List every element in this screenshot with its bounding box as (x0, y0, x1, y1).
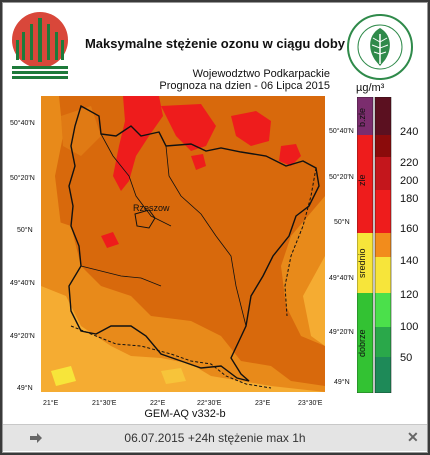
lat-label: 50°40'N (329, 128, 354, 135)
ozone-map (41, 96, 325, 392)
lat-label: 50°N (17, 227, 33, 234)
model-label: GEM-AQ v332-b (144, 408, 226, 420)
lon-label: 22°E (150, 400, 166, 407)
legend-tick: 50 (400, 352, 413, 364)
forecast-date: Prognoza na dzien - 06 Lipca 2015 (159, 80, 330, 92)
lon-label: 21°30'E (92, 400, 117, 407)
legend-tick: 180 (400, 193, 419, 205)
lon-label: 21°E (43, 400, 59, 407)
lat-label: 50°20'N (329, 174, 354, 181)
legend-tick: 160 (400, 223, 419, 235)
city-label-rzeszow: Rzeszow (133, 203, 170, 213)
lat-label: 49°20'N (329, 329, 354, 336)
province-logo (12, 12, 68, 79)
page-title: Maksymalne stężenie ozonu w ciągu doby (84, 36, 346, 51)
legend-colorbar (357, 97, 392, 393)
category-good: dobrze (357, 329, 367, 357)
category-poor: zle (357, 174, 367, 186)
unit-label: µg/m³ (356, 82, 385, 94)
image-caption: 06.07.2015 +24h stężenie max 1h (124, 431, 306, 445)
close-icon[interactable]: ✕ (407, 429, 419, 445)
lon-label: 22°30'E (197, 400, 222, 407)
lat-label: 49°20'N (10, 333, 35, 340)
legend-tick: 240 (400, 126, 419, 138)
footer-bar: 06.07.2015 +24h stężenie max 1h ✕ (3, 424, 427, 451)
legend-tick: 200 (400, 175, 419, 187)
lat-label: 49°40'N (329, 275, 354, 282)
legend-tick: 120 (400, 289, 419, 301)
lon-label: 23°E (255, 400, 271, 407)
next-arrow-icon[interactable] (29, 431, 43, 445)
lat-label: 49°40'N (10, 280, 35, 287)
lat-label: 50°20'N (10, 175, 35, 182)
legend-tick: 220 (400, 157, 419, 169)
category-bad: b.zle (357, 107, 367, 127)
lon-label: 23°30'E (298, 400, 323, 407)
region-name: Wojewodztwo Podkarpackie (192, 68, 330, 80)
lat-label: 49°N (334, 379, 350, 386)
inspection-seal-logo (347, 14, 413, 80)
lat-label: 50°40'N (10, 120, 35, 127)
category-moderate: srednio (357, 248, 367, 278)
legend-tick: 140 (400, 255, 419, 267)
legend-tick: 100 (400, 321, 419, 333)
lat-label: 49°N (17, 385, 33, 392)
lat-label: 50°N (334, 219, 350, 226)
